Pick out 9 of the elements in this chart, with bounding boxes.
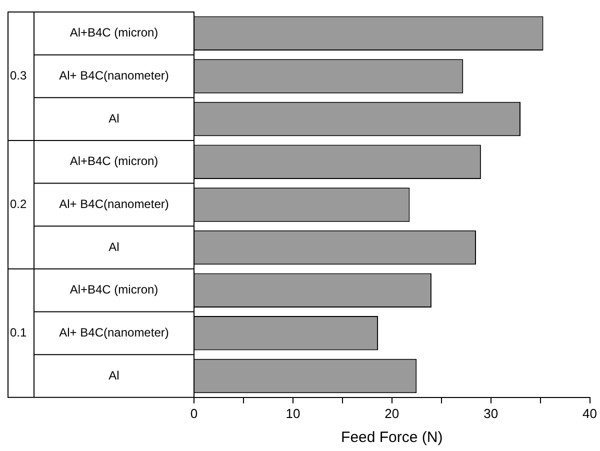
x-tick-label: 0 xyxy=(190,406,198,421)
x-tick-label: 30 xyxy=(484,406,498,421)
x-tick-label: 20 xyxy=(384,406,400,421)
x-tick-label: 10 xyxy=(286,406,300,421)
text: 0.3 xyxy=(10,68,28,83)
x-tick-label: 40 xyxy=(582,406,598,421)
x-axis-title: Feed Force (N) xyxy=(341,429,443,446)
text: 0.2 xyxy=(10,197,28,212)
text: 0.1 xyxy=(10,325,28,340)
